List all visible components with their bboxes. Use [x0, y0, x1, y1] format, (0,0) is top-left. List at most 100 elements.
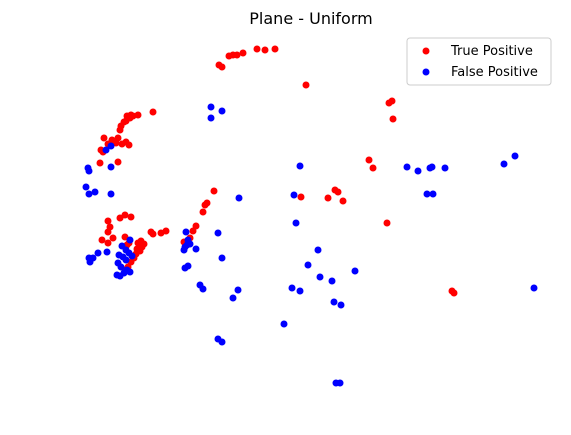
legend-frame: [406, 37, 552, 86]
point-false-positive: [91, 188, 99, 196]
point-false-positive: [304, 261, 312, 269]
point-false-positive: [107, 190, 115, 198]
point-false-positive: [126, 236, 134, 244]
point-false-positive: [429, 190, 437, 198]
point-false-positive: [218, 254, 226, 262]
point-true-positive: [239, 49, 247, 57]
point-false-positive: [180, 246, 188, 254]
point-true-positive: [127, 213, 135, 221]
point-false-positive: [316, 273, 324, 281]
point-false-positive: [107, 163, 115, 171]
point-true-positive: [302, 81, 310, 89]
point-false-positive: [207, 103, 215, 111]
point-true-positive: [339, 197, 347, 205]
point-true-positive: [98, 236, 106, 244]
point-false-positive: [330, 298, 338, 306]
point-false-positive: [511, 152, 519, 160]
point-true-positive: [233, 51, 241, 59]
point-true-positive: [121, 211, 129, 219]
point-true-positive: [104, 239, 112, 247]
point-false-positive: [181, 264, 189, 272]
point-true-positive: [162, 227, 170, 235]
point-false-positive: [218, 107, 226, 115]
point-false-positive: [85, 254, 93, 262]
point-false-positive: [182, 228, 190, 236]
point-false-positive: [428, 163, 436, 171]
point-false-positive: [337, 301, 345, 309]
point-true-positive: [149, 230, 157, 238]
point-true-positive: [149, 108, 157, 116]
point-false-positive: [314, 246, 322, 254]
point-false-positive: [234, 286, 242, 294]
point-true-positive: [383, 219, 391, 227]
point-false-positive: [82, 183, 90, 191]
point-false-positive: [192, 245, 200, 253]
point-false-positive: [94, 249, 102, 257]
point-true-positive: [261, 46, 269, 54]
point-false-positive: [530, 284, 538, 292]
point-false-positive: [423, 190, 431, 198]
point-true-positive: [369, 164, 377, 172]
point-false-positive: [85, 167, 93, 175]
point-true-positive: [365, 156, 373, 164]
point-true-positive: [96, 159, 104, 167]
point-true-positive: [388, 97, 396, 105]
legend-marker-true-positive: [422, 47, 430, 55]
point-false-positive: [122, 256, 130, 264]
point-false-positive: [128, 252, 136, 260]
point-false-positive: [103, 248, 111, 256]
point-true-positive: [199, 208, 207, 216]
point-false-positive: [351, 267, 359, 275]
point-true-positive: [324, 194, 332, 202]
point-false-positive: [85, 190, 93, 198]
point-true-positive: [189, 227, 197, 235]
point-true-positive: [218, 63, 226, 71]
point-false-positive: [292, 219, 300, 227]
point-false-positive: [441, 164, 449, 172]
point-false-positive: [199, 285, 207, 293]
legend-marker-false-positive: [422, 68, 430, 76]
point-false-positive: [403, 163, 411, 171]
point-false-positive: [288, 284, 296, 292]
point-false-positive: [336, 379, 344, 387]
point-false-positive: [102, 146, 110, 154]
point-false-positive: [229, 294, 237, 302]
point-false-positive: [296, 162, 304, 170]
point-false-positive: [328, 277, 336, 285]
point-true-positive: [125, 141, 133, 149]
point-true-positive: [271, 45, 279, 53]
legend-label-true-positive: True Positive: [450, 44, 533, 59]
point-true-positive: [201, 201, 209, 209]
point-true-positive: [334, 188, 342, 196]
point-true-positive: [450, 289, 458, 297]
point-true-positive: [389, 115, 397, 123]
legend: True Positive False Positive: [406, 37, 552, 86]
point-false-positive: [500, 160, 508, 168]
point-true-positive: [134, 111, 142, 119]
legend-label-false-positive: False Positive: [451, 65, 538, 80]
point-true-positive: [104, 217, 112, 225]
point-false-positive: [235, 194, 243, 202]
point-false-positive: [296, 287, 304, 295]
point-false-positive: [117, 263, 125, 271]
point-true-positive: [114, 158, 122, 166]
point-true-positive: [109, 234, 117, 242]
point-false-positive: [115, 251, 123, 259]
chart-title: Plane - Uniform: [249, 9, 372, 28]
point-false-positive: [123, 266, 131, 274]
point-true-positive: [253, 45, 261, 53]
point-false-positive: [214, 229, 222, 237]
point-false-positive: [107, 142, 115, 150]
points-layer: [82, 45, 538, 387]
point-true-positive: [297, 193, 305, 201]
point-true-positive: [210, 187, 218, 195]
point-true-positive: [100, 134, 108, 142]
point-false-positive: [280, 320, 288, 328]
point-false-positive: [290, 191, 298, 199]
point-true-positive: [133, 245, 141, 253]
point-true-positive: [104, 228, 112, 236]
point-false-positive: [218, 338, 226, 346]
point-false-positive: [207, 114, 215, 122]
point-false-positive: [414, 167, 422, 175]
